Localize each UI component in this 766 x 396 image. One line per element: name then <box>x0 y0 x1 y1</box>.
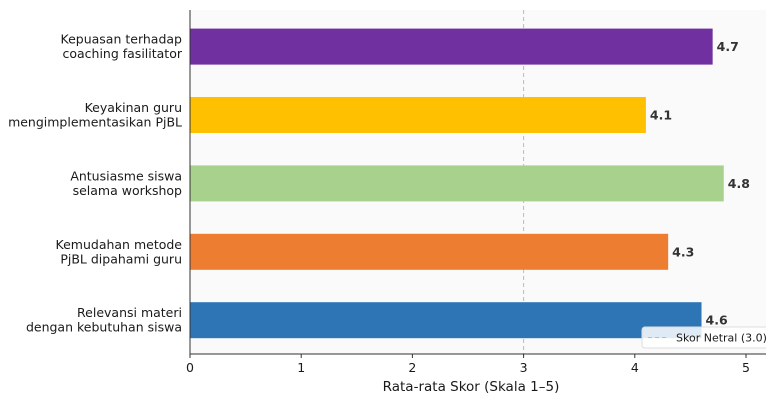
x-tick-label: 0 <box>186 360 194 375</box>
bar <box>190 233 669 270</box>
bar-value-label: 4.7 <box>717 39 739 54</box>
bar <box>190 302 702 339</box>
category-label: Keyakinan guru mengimplementasikan PjBL <box>8 100 182 130</box>
bar <box>190 28 713 65</box>
legend: Skor Netral (3.0) <box>641 326 766 349</box>
bar <box>190 165 724 202</box>
bar-value-label: 4.1 <box>650 108 672 123</box>
bar-value-label: 4.8 <box>728 176 750 191</box>
x-axis-title: Rata-rata Skor (Skala 1–5) <box>383 379 560 395</box>
category-label: Kemudahan metode PjBL dipahami guru <box>56 237 183 266</box>
legend-box <box>641 326 766 349</box>
bar-value-label: 4.6 <box>706 313 728 328</box>
x-tick-label: 2 <box>408 360 416 375</box>
x-tick-label: 4 <box>631 360 639 375</box>
x-tick-label: 1 <box>297 360 305 375</box>
x-tick-label: 5 <box>742 360 750 375</box>
bar-value-label: 4.3 <box>672 244 694 259</box>
category-label: Relevansi materi dengan kebutuhan siswa <box>26 305 182 335</box>
x-tick-label: 3 <box>520 360 528 375</box>
category-label: Antusiasme siswa selama workshop <box>70 168 182 198</box>
legend-label: Skor Netral (3.0) <box>676 332 766 345</box>
bar <box>190 97 646 133</box>
category-label: Kepuasan terhadap coaching fasilitator <box>61 32 183 62</box>
